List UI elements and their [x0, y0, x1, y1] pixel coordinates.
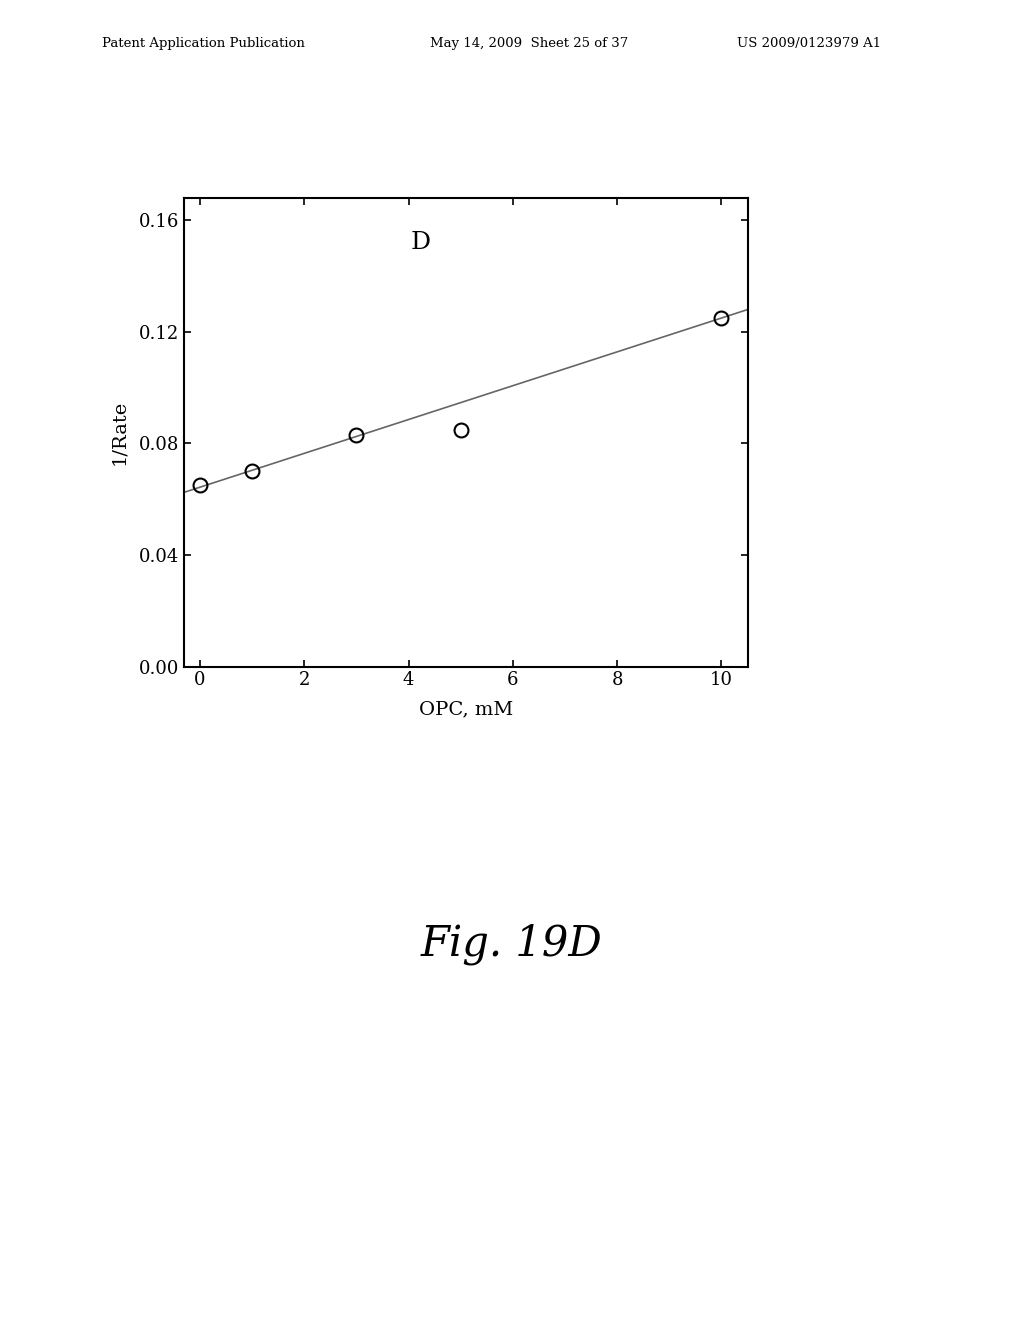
X-axis label: OPC, mM: OPC, mM — [419, 701, 513, 718]
Text: D: D — [411, 231, 431, 253]
Text: May 14, 2009  Sheet 25 of 37: May 14, 2009 Sheet 25 of 37 — [430, 37, 629, 50]
Y-axis label: 1/Rate: 1/Rate — [110, 400, 128, 465]
Text: Fig. 19D: Fig. 19D — [421, 923, 603, 965]
Text: Patent Application Publication: Patent Application Publication — [102, 37, 305, 50]
Text: US 2009/0123979 A1: US 2009/0123979 A1 — [737, 37, 882, 50]
